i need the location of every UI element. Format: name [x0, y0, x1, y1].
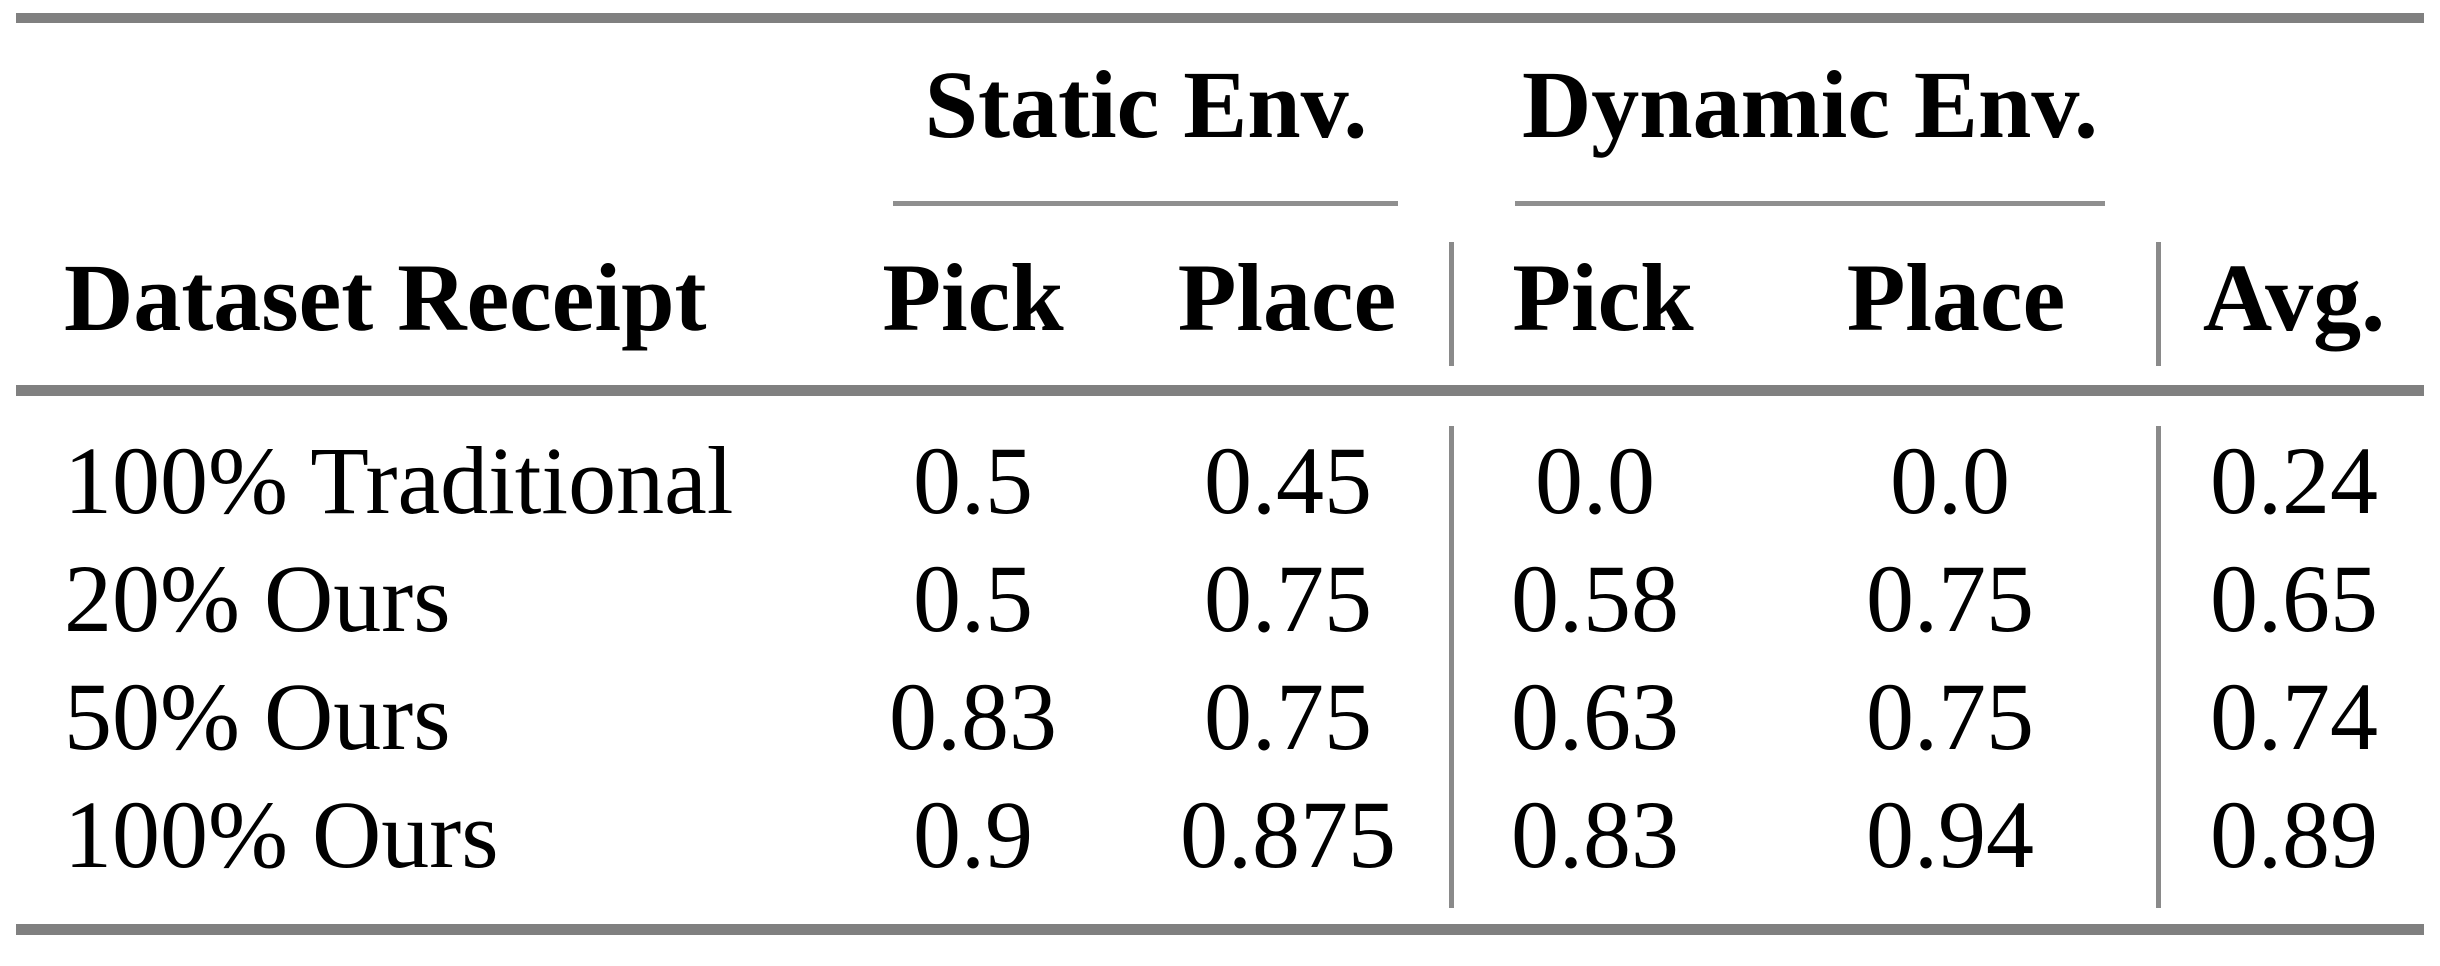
- bottom-rule: [16, 924, 2424, 935]
- cmidrule-dynamic: [1515, 201, 2105, 206]
- column-header-dataset-receipt: Dataset Receipt: [64, 244, 707, 351]
- row-label: 20% Ours: [64, 545, 451, 652]
- cell-static-place: 0.75: [1204, 545, 1372, 652]
- cell-avg: 0.89: [2210, 781, 2378, 888]
- column-header-static-pick: Pick: [882, 244, 1064, 351]
- row-label: 50% Ours: [64, 663, 451, 770]
- row-label: 100% Ours: [64, 781, 499, 888]
- cell-dynamic-pick: 0.0: [1535, 427, 1655, 534]
- cell-static-place: 0.75: [1204, 663, 1372, 770]
- cell-static-place: 0.875: [1180, 781, 1396, 888]
- cell-dynamic-pick: 0.58: [1511, 545, 1679, 652]
- column-header-dynamic-pick: Pick: [1512, 244, 1694, 351]
- row-label: 100% Traditional: [64, 427, 734, 534]
- top-rule: [16, 13, 2424, 23]
- cell-dynamic-place: 0.0: [1890, 427, 2010, 534]
- cell-avg: 0.74: [2210, 663, 2378, 770]
- cell-dynamic-place: 0.94: [1866, 781, 2034, 888]
- cell-dynamic-pick: 0.83: [1511, 781, 1679, 888]
- vertical-rule-1-header: [1449, 242, 1454, 366]
- cell-dynamic-place: 0.75: [1866, 545, 2034, 652]
- cell-static-pick: 0.5: [913, 427, 1033, 534]
- vertical-rule-2-header: [2156, 242, 2161, 366]
- cell-dynamic-pick: 0.63: [1511, 663, 1679, 770]
- cell-static-pick: 0.83: [889, 663, 1057, 770]
- column-header-avg: Avg.: [2202, 244, 2386, 351]
- group-header-dynamic-env: Dynamic Env.: [1521, 51, 2099, 158]
- cell-static-pick: 0.5: [913, 545, 1033, 652]
- cmidrule-static: [893, 201, 1398, 206]
- vertical-rule-2-body: [2156, 426, 2161, 908]
- cell-dynamic-place: 0.75: [1866, 663, 2034, 770]
- column-header-dynamic-place: Place: [1846, 244, 2066, 351]
- vertical-rule-1-body: [1449, 426, 1454, 908]
- cell-static-place: 0.45: [1204, 427, 1372, 534]
- cell-static-pick: 0.9: [913, 781, 1033, 888]
- cell-avg: 0.65: [2210, 545, 2378, 652]
- group-header-static-env: Static Env.: [924, 51, 1368, 158]
- cell-avg: 0.24: [2210, 427, 2378, 534]
- column-header-static-place: Place: [1177, 244, 1397, 351]
- mid-rule: [16, 385, 2424, 396]
